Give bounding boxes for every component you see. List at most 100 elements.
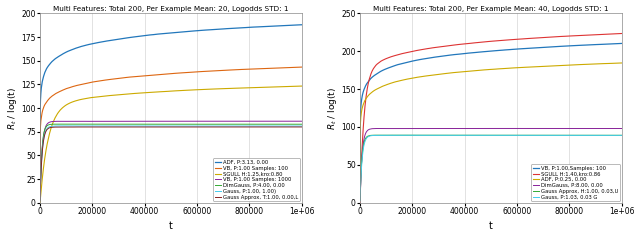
- VB, P:1.00 Samples: 100: (1, 13.6): 100: (1, 13.6): [36, 188, 44, 191]
- Gauss, P:1.03, 0.03 G: [552, 134, 559, 137]
- DimGauss, P:8.00, 0.00: [618, 127, 625, 130]
- Line: Gauss Approx, H:1.00, 0.03,U: Gauss Approx, H:1.00, 0.03,U: [360, 135, 621, 201]
- Gauss, P:1.03, 0.03 G: [526, 134, 534, 137]
- Gauss, P:1.00, 1.00): [232, 125, 239, 128]
- Line: SGULL H:1.25,kro:0.80: SGULL H:1.25,kro:0.80: [40, 86, 301, 203]
- Gauss, P:1.03, 0.03 G: [356, 200, 364, 202]
- SGULL H:1.25,kro:0.80: [193, 88, 201, 91]
- ADF, P:3.13, 0.00: [193, 29, 201, 32]
- VB, P:1.00,Samples: 100: (1e+06, 210): 100: (1e+06, 210): [618, 42, 625, 45]
- VB, P:1.00,Samples: 100: (3.82e+05, 196): 100: (3.82e+05, 196): [456, 53, 464, 55]
- Line: DimGauss, P:8.00, 0.00: DimGauss, P:8.00, 0.00: [360, 128, 621, 200]
- VB, P:1.00,Samples: 100: (8.22e+05, 207): 100: (8.22e+05, 207): [572, 44, 579, 47]
- Gauss, P:1.03, 0.03 G: [456, 134, 464, 137]
- Gauss, P:1.00, 1.00): [36, 199, 44, 202]
- ADF, P:3.13, 0.00: [36, 177, 44, 180]
- VB, P:1.00 Samples: 100: (3.82e+05, 134): 100: (3.82e+05, 134): [136, 75, 144, 77]
- Line: SGULL H:1.40,kro:0.86: SGULL H:1.40,kro:0.86: [360, 33, 621, 203]
- ADF, P:0.25, 0.00: [404, 78, 412, 81]
- DimGauss, P:8.00, 0.00: [356, 198, 364, 201]
- Legend: VB, P:1.00,Samples: 100, SGULL H:1.40,kro:0.86, ADF, P:0.25, 0.00, DimGauss, P:8: VB, P:1.00,Samples: 100, SGULL H:1.40,kr…: [531, 164, 620, 201]
- VB, P:1.00,Samples: 100: (7.46e+05, 206): 100: (7.46e+05, 206): [552, 45, 559, 48]
- Gauss Approx, T:1.00, 0.00,L: [232, 126, 239, 128]
- VB, P:1.00 Samples: 100: (1.82e+05, 126): 100: (1.82e+05, 126): [84, 82, 92, 84]
- ADF, P:0.25, 0.00: [513, 66, 521, 69]
- Gauss, P:1.00, 1.00): [59, 124, 67, 127]
- Gauss Approx, T:1.00, 0.00,L: [36, 200, 44, 202]
- SGULL H:1.25,kro:0.80: [252, 86, 259, 89]
- Gauss Approx, T:1.00, 0.00,L: [298, 126, 305, 128]
- VB, P:1.00 Samples: 1000: (1.82e+05, 85.9): 1000: (1.82e+05, 85.9): [84, 120, 92, 123]
- SGULL H:1.40,kro:0.86: [513, 38, 521, 41]
- Gauss Approx, H:1.00, 0.03,U: [356, 199, 364, 202]
- VB, P:1.00,Samples: 100: (1.82e+05, 186): 100: (1.82e+05, 186): [404, 61, 412, 64]
- SGULL H:1.25,kro:0.80: [206, 88, 214, 91]
- ADF, P:3.13, 0.00: [136, 35, 144, 37]
- Gauss, P:1.00, 1.00): [193, 125, 201, 128]
- Gauss, P:1.00, 1.00): [206, 125, 214, 128]
- SGULL H:1.25,kro:0.80: [298, 85, 305, 87]
- Line: Gauss, P:1.00, 1.00): Gauss, P:1.00, 1.00): [40, 126, 301, 201]
- ADF, P:0.25, 0.00: [356, 186, 364, 188]
- Line: VB, P:1.00 Samples: 1000: VB, P:1.00 Samples: 1000: [40, 121, 301, 199]
- SGULL H:1.25,kro:0.80: [232, 87, 239, 90]
- Gauss Approx, H:1.00, 0.03,U: [572, 134, 579, 137]
- SGULL H:1.25,kro:0.80: [36, 202, 44, 205]
- VB, P:1.00,Samples: 100: (6.5e+05, 204): 100: (6.5e+05, 204): [526, 47, 534, 50]
- VB, P:1.00 Samples: 1000: (3.82e+05, 86): 1000: (3.82e+05, 86): [136, 120, 144, 123]
- ADF, P:0.25, 0.00: [456, 71, 464, 73]
- ADF, P:0.25, 0.00: [552, 64, 559, 67]
- DimGauss, P:4.00, 0.00: [232, 123, 239, 126]
- DimGauss, P:8.00, 0.00: [513, 127, 521, 130]
- Gauss, P:1.00, 1.00): [298, 125, 305, 128]
- DimGauss, P:8.00, 0.00: [572, 127, 579, 130]
- SGULL H:1.25,kro:0.80: [84, 97, 92, 100]
- VB, P:1.00 Samples: 1000: (8.22e+05, 86.1): 1000: (8.22e+05, 86.1): [252, 120, 259, 123]
- Line: VB, P:1.00,Samples: 100: VB, P:1.00,Samples: 100: [360, 43, 621, 186]
- Legend: ADF, P:3.13, 0.00, VB, P:1.00 Samples: 100, SGULL H:1.25,kro:0.80, VB, P:1.00 Sa: ADF, P:3.13, 0.00, VB, P:1.00 Samples: 1…: [213, 158, 300, 201]
- SGULL H:1.40,kro:0.86: [618, 32, 625, 35]
- ADF, P:0.25, 0.00: [618, 62, 625, 64]
- VB, P:1.00 Samples: 100: (6.5e+05, 139): 100: (6.5e+05, 139): [206, 70, 214, 73]
- Line: Gauss, P:1.03, 0.03 G: Gauss, P:1.03, 0.03 G: [360, 135, 621, 201]
- Gauss Approx, H:1.00, 0.03,U: [526, 134, 534, 137]
- Gauss, P:1.00, 1.00): [136, 125, 144, 128]
- Gauss, P:1.00, 1.00): [84, 125, 92, 128]
- Gauss Approx, H:1.00, 0.03,U: [456, 134, 464, 137]
- Gauss Approx, T:1.00, 0.00,L: [206, 126, 214, 128]
- VB, P:1.00 Samples: 1000: (9.64e+05, 86.1): 1000: (9.64e+05, 86.1): [289, 120, 296, 123]
- DimGauss, P:8.00, 0.00: [483, 127, 490, 130]
- VB, P:1.00 Samples: 1000: (7.46e+05, 86.1): 1000: (7.46e+05, 86.1): [232, 120, 239, 123]
- DimGauss, P:4.00, 0.00: [298, 123, 305, 126]
- Y-axis label: $R_t$ / log(t): $R_t$ / log(t): [326, 87, 339, 130]
- VB, P:1.00 Samples: 1000: (1e+06, 86.1): 1000: (1e+06, 86.1): [298, 120, 305, 123]
- Gauss, P:1.03, 0.03 G: [618, 134, 625, 137]
- SGULL H:1.25,kro:0.80: [136, 92, 144, 95]
- DimGauss, P:8.00, 0.00: [526, 127, 534, 130]
- VB, P:1.00 Samples: 1000: (6e+05, 86): 1000: (6e+05, 86): [193, 120, 201, 123]
- SGULL H:1.40,kro:0.86: [552, 35, 559, 38]
- Gauss, P:1.03, 0.03 G: [513, 134, 521, 137]
- ADF, P:0.25, 0.00: [526, 66, 534, 68]
- Gauss Approx, H:1.00, 0.03,U: [373, 134, 381, 137]
- ADF, P:3.13, 0.00: [84, 43, 92, 46]
- DimGauss, P:4.00, 0.00: [51, 123, 59, 126]
- Title: Multi Features: Total 200, Per Example Mean: 40, Logodds STD: 1: Multi Features: Total 200, Per Example M…: [373, 5, 609, 12]
- Gauss, P:1.03, 0.03 G: [398, 134, 406, 137]
- VB, P:1.00,Samples: 100: (1, 22.1): 100: (1, 22.1): [356, 185, 364, 187]
- DimGauss, P:4.00, 0.00: [36, 199, 44, 202]
- DimGauss, P:4.00, 0.00: [136, 123, 144, 126]
- Gauss Approx, T:1.00, 0.00,L: [193, 126, 201, 128]
- X-axis label: t: t: [489, 221, 493, 232]
- Gauss, P:1.03, 0.03 G: [404, 134, 412, 137]
- Gauss Approx, T:1.00, 0.00,L: [136, 126, 144, 128]
- SGULL H:1.40,kro:0.86: [526, 37, 534, 40]
- Gauss Approx, T:1.00, 0.00,L: [84, 126, 92, 128]
- ADF, P:3.13, 0.00: [252, 26, 259, 28]
- VB, P:1.00 Samples: 1000: (1, 4.08): 1000: (1, 4.08): [36, 197, 44, 200]
- Gauss Approx, T:1.00, 0.00,L: [271, 126, 278, 128]
- SGULL H:1.40,kro:0.86: [456, 43, 464, 46]
- ADF, P:3.13, 0.00: [232, 27, 239, 30]
- ADF, P:0.25, 0.00: [572, 63, 579, 66]
- Gauss Approx, H:1.00, 0.03,U: [618, 134, 625, 137]
